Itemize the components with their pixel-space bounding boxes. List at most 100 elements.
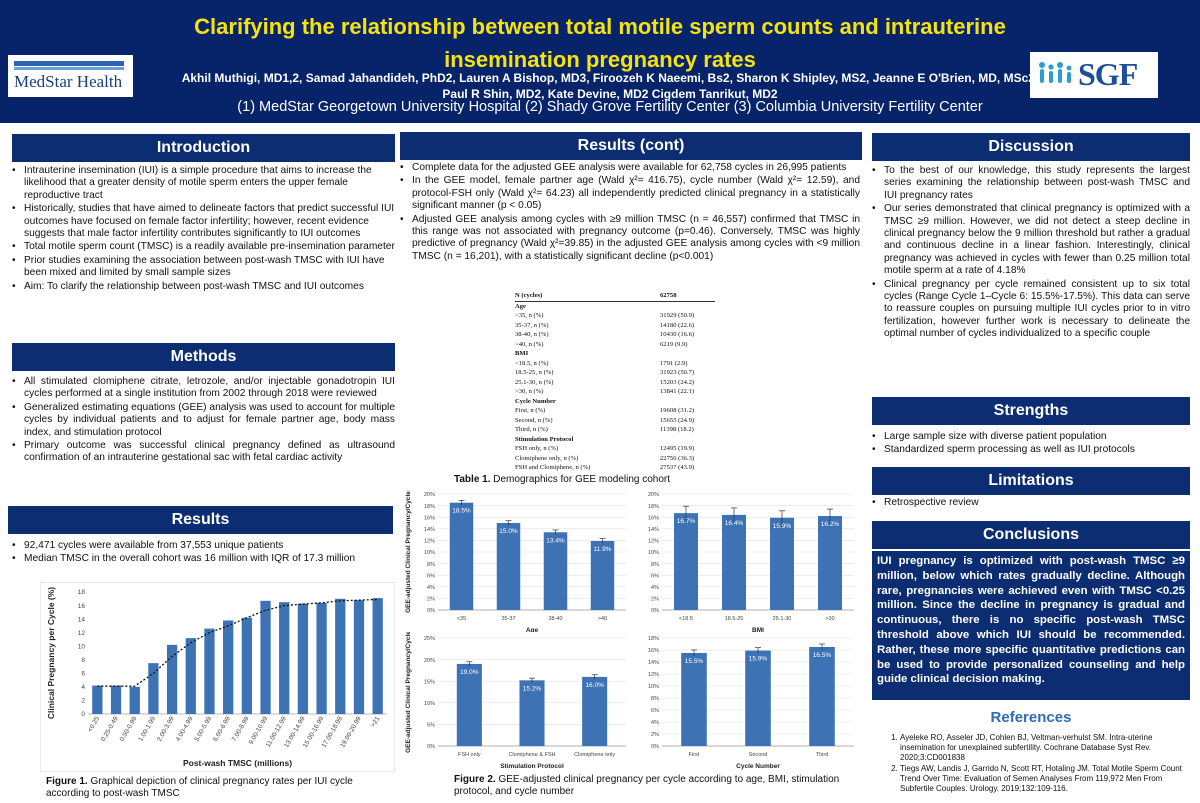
- results-cont-heading: Results (cont): [400, 132, 862, 160]
- strengths-bullet: Standardized sperm processing as well as…: [870, 444, 1190, 457]
- bar: [582, 676, 608, 746]
- y-tick-label: 8%: [651, 696, 659, 702]
- figure-1-caption-label: Figure 1.: [46, 776, 88, 787]
- data-label: 16.2%: [821, 521, 840, 528]
- table-1-cell-value: 10430 (16.6): [660, 331, 695, 338]
- discussion-section: To the best of our knowledge, this study…: [870, 165, 1190, 342]
- bar: [353, 600, 365, 714]
- x-axis-label: Cycle Number: [736, 763, 780, 770]
- table-1-cell-value: 1791 (2.9): [660, 359, 688, 367]
- bar: [681, 653, 707, 746]
- medstar-logo: MedStar Health: [8, 55, 133, 97]
- y-tick-label: 4%: [651, 720, 659, 726]
- table-1-cell-label: Age: [515, 302, 526, 310]
- table-1-row: FSH and Clomiphene, n (%) 27537 (43.9): [515, 463, 715, 473]
- bar: [722, 514, 746, 610]
- y-tick-label: 4%: [427, 585, 435, 591]
- methods-bullet: All stimulated clomiphene citrate, letro…: [10, 376, 395, 401]
- bar: [241, 617, 252, 714]
- introduction-bullet: Historically, studies that have aimed to…: [10, 203, 395, 240]
- reference-item: Tiegs AW, Landis J, Garrido N, Scott RT,…: [900, 764, 1190, 794]
- y-tick-label: 14: [78, 616, 86, 623]
- table-1-cell-label: Stimulation Protocol: [515, 435, 574, 443]
- x-tick-label: >40: [598, 616, 607, 622]
- bar: [372, 598, 383, 714]
- y-tick-label: 16%: [424, 515, 435, 521]
- methods-heading: Methods: [12, 343, 395, 371]
- data-label: 16.0%: [585, 682, 604, 689]
- y-tick-label: 5%: [427, 723, 435, 729]
- y-tick-label: 18%: [648, 504, 659, 510]
- table-1-row: First, n (%) 19608 (31.2): [515, 406, 715, 416]
- x-axis-label: BMI: [752, 627, 764, 634]
- y-tick-label: 16: [78, 603, 86, 610]
- bar: [543, 532, 568, 610]
- y-tick-label: 18: [78, 589, 86, 596]
- bar: [590, 540, 615, 610]
- y-tick-label: 8: [81, 657, 85, 664]
- table-1-row: >40, n (%) 6219 (9.9): [515, 340, 715, 350]
- x-tick-label: <18.5: [679, 616, 693, 622]
- limitations-bullet: Retrospective review: [870, 497, 1190, 510]
- table-1-cell-label: <35, n (%): [515, 312, 544, 319]
- discussion-bullet: Clinical pregnancy per cycle remained co…: [870, 279, 1190, 341]
- figure-2-caption: Figure 2. GEE-adjusted clinical pregnanc…: [454, 774, 854, 798]
- x-tick-label: Third: [816, 752, 829, 758]
- reference-item: Ayeleke RO, Asseler JD, Cohlen BJ, Veltm…: [900, 733, 1190, 763]
- figure-2-caption-label: Figure 2.: [454, 774, 496, 785]
- y-tick-label: 2%: [651, 732, 659, 738]
- sgf-logo: SGF: [1030, 52, 1158, 98]
- bar: [519, 680, 545, 746]
- bar: [297, 603, 309, 714]
- table-1-cell-label: BMI: [515, 350, 529, 357]
- figure-2-age-chart: 0% 2% 4% 6% 8% 10% 12% 14% 16% 18% 20% 18.5% <35 15.0…: [402, 486, 632, 636]
- table-1-row: 25.1-30, n (%) 15203 (24.2): [515, 378, 715, 388]
- table-1-cell-value: 27537 (43.9): [660, 464, 695, 471]
- people-icon: [1039, 62, 1072, 83]
- results-cont-bullet: Complete data for the adjusted GEE analy…: [398, 162, 860, 175]
- data-label: 15.9%: [749, 656, 768, 663]
- conclusions-heading: Conclusions: [872, 521, 1190, 549]
- figure-1-caption-text: Graphical depiction of clinical pregnanc…: [46, 776, 353, 799]
- x-tick-label: First: [689, 752, 700, 758]
- bar: [496, 523, 521, 610]
- data-label: 11.9%: [594, 546, 612, 553]
- methods-section: All stimulated clomiphene citrate, letro…: [10, 376, 395, 466]
- x-tick-label: 35-37: [501, 616, 515, 622]
- results-bullet: Median TMSC in the overall cohort was 16…: [10, 553, 395, 566]
- table-1-row: <18.5, n (%) 1791 (2.9): [515, 359, 715, 369]
- introduction-list: Intrauterine insemination (IUI) is a sim…: [10, 165, 395, 293]
- methods-bullet: Primary outcome was successful clinical …: [10, 440, 395, 465]
- x-tick-label: >30: [825, 616, 834, 622]
- x-axis-label: Age: [526, 627, 539, 634]
- y-tick-label: 8%: [651, 562, 659, 568]
- table-1-cell-value: [660, 397, 715, 407]
- table-1-header: N (cycles) 62758: [515, 291, 715, 302]
- poster-title: Clarifying the relationship between tota…: [194, 14, 1006, 72]
- bar: [818, 516, 842, 610]
- y-tick-label: 20%: [424, 492, 435, 498]
- table-1-category-row: Age: [515, 302, 715, 312]
- y-tick-label: 0%: [651, 744, 659, 750]
- figure-2-bmi-chart: 0% 2% 4% 6% 8% 10% 12% 14% 16% 18% 20% 16.7% <18.5 16…: [632, 486, 860, 636]
- table-1-row: >30, n (%) 13841 (22.1): [515, 387, 715, 397]
- table-1-category-row: Stimulation Protocol: [515, 435, 715, 445]
- bar: [456, 663, 482, 746]
- table-1-cell-label: >30, n (%): [515, 388, 544, 395]
- y-tick-label: 6: [81, 671, 85, 678]
- y-tick-label: 2%: [651, 597, 659, 603]
- methods-list: All stimulated clomiphene citrate, letro…: [10, 376, 395, 465]
- table-1-header-label: N (cycles): [515, 292, 543, 299]
- table-1-row: Clomiphene only, n (%) 22756 (36.3): [515, 454, 715, 464]
- authors-line-2: Paul R Shin, MD2, Kate Devine, MD2 Cigde…: [442, 87, 778, 101]
- table-1-cell-label: Cycle Number: [515, 397, 556, 405]
- data-label: 16.4%: [725, 520, 744, 527]
- table-1-header-value: 62758: [660, 292, 677, 299]
- y-tick-label: 0%: [427, 608, 435, 614]
- methods-bullet: Generalized estimating equations (GEE) a…: [10, 402, 395, 439]
- trend-line: [97, 598, 378, 687]
- introduction-heading: Introduction: [12, 134, 395, 162]
- table-1-row: Third, n (%) 11398 (18.2): [515, 425, 715, 435]
- medstar-logo-text: MedStar Health: [14, 72, 123, 91]
- results-list: 92,471 cycles were available from 37,553…: [10, 540, 395, 566]
